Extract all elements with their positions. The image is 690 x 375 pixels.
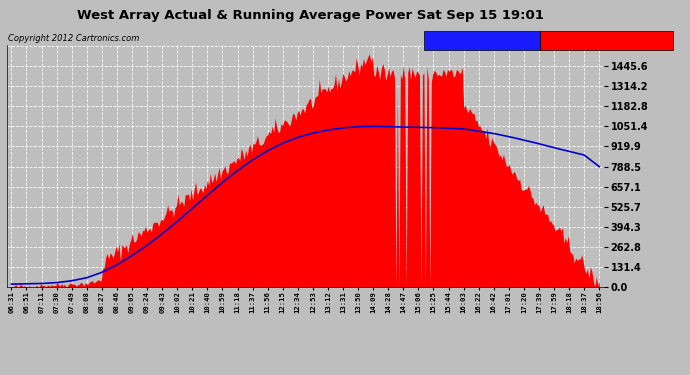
Text: West Array  (DC Watts): West Array (DC Watts) xyxy=(551,36,662,45)
Text: West Array Actual & Running Average Power Sat Sep 15 19:01: West Array Actual & Running Average Powe… xyxy=(77,9,544,22)
Text: Average  (DC Watts): Average (DC Watts) xyxy=(434,36,531,45)
Text: Copyright 2012 Cartronics.com: Copyright 2012 Cartronics.com xyxy=(8,34,139,43)
